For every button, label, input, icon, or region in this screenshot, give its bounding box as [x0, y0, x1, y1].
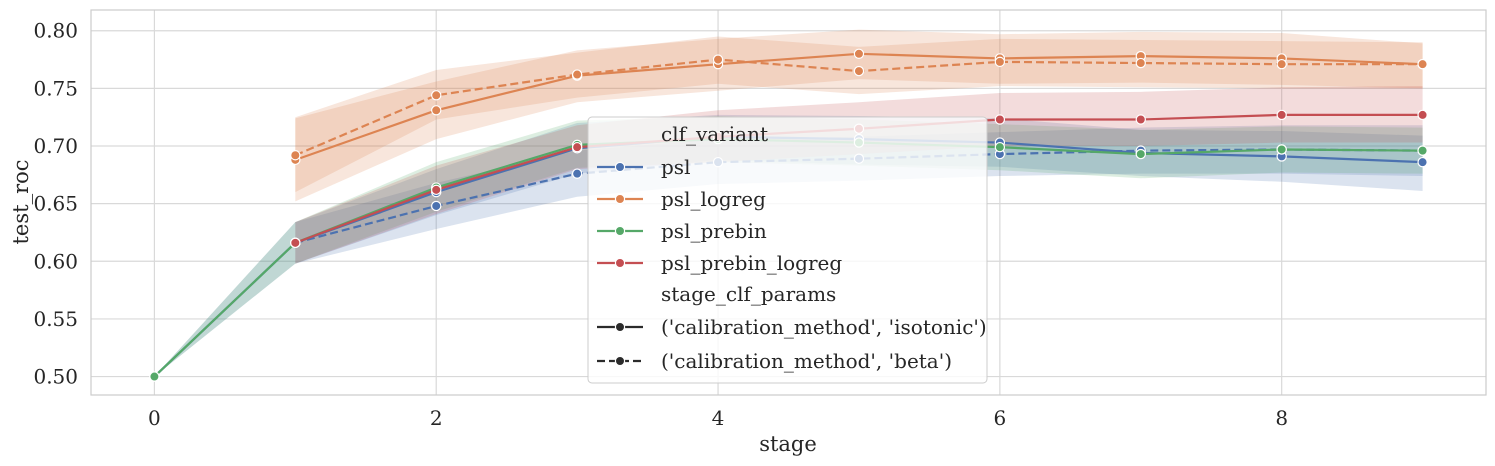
data-point-psl_logreg-beta: [853, 65, 865, 77]
legend-marker-psl_prebin_logreg: [614, 257, 626, 269]
data-point-psl_prebin_logreg-isotonic: [994, 114, 1006, 125]
data-point-psl_prebin_logreg-isotonic: [571, 141, 583, 153]
data-point-psl_prebin_logreg-isotonic: [1276, 109, 1287, 121]
data-point-psl_logreg-isotonic: [853, 48, 865, 60]
confidence-band-psl-beta: [295, 125, 1423, 264]
y-tick-label: 0.75: [33, 76, 78, 100]
data-point-psl_logreg-beta: [712, 54, 724, 65]
legend-style-title: stage_clf_params: [661, 282, 836, 306]
data-point-psl_prebin_logreg-isotonic: [431, 184, 442, 196]
data-point-psl_logreg-beta: [1276, 58, 1287, 70]
data-point-psl_logreg-beta: [1135, 57, 1146, 69]
legend-marker-psl_logreg: [614, 193, 626, 205]
legend-box: [587, 116, 988, 384]
y-tick-label: 0.65: [33, 192, 78, 216]
legend-style-items: ('calibration_method', 'isotonic') ('cali…: [597, 315, 987, 373]
data-point-psl_prebin_logreg-isotonic: [290, 237, 301, 249]
legend-label-psl: psl: [661, 155, 690, 179]
x-tick-label: 6: [993, 406, 1006, 430]
y-tick-label: 0.80: [33, 19, 78, 43]
tick-labels: 0 2 4 6 8 0.50 0.55 0.60 0.65 0.70 0.75 0.80: [33, 19, 1288, 430]
data-point-psl_logreg-beta: [1417, 58, 1428, 70]
data-point-psl_prebin-isotonic: [149, 371, 160, 382]
x-tick-label: 0: [148, 406, 161, 430]
data-point-psl_logreg-beta: [431, 90, 442, 101]
legend-style-marker-0: [614, 321, 626, 333]
data-point-psl-isotonic: [1417, 156, 1428, 168]
x-tick-label: 8: [1275, 406, 1288, 430]
legend-marker-psl: [614, 161, 626, 173]
data-point-psl_prebin-isotonic: [1276, 144, 1287, 155]
data-point-psl_prebin_logreg-isotonic: [1417, 109, 1428, 121]
y-tick-label: 0.70: [33, 134, 78, 158]
x-tick-label: 2: [430, 406, 443, 430]
legend-hue-title: clf_variant: [661, 122, 768, 146]
legend-label-psl_prebin: psl_prebin: [661, 219, 767, 243]
legend-style-marker-1: [614, 355, 626, 367]
data-point-psl_prebin_logreg-isotonic: [1135, 114, 1146, 125]
legend-style-label-1: ('calibration_method', 'beta'): [661, 349, 952, 373]
legend-hue-items: psl psl_logreg psl_prebin psl_prebin_logreg: [597, 155, 842, 275]
data-point-psl-beta: [571, 168, 583, 179]
legend-label-psl_prebin_logreg: psl_prebin_logreg: [661, 251, 842, 275]
data-point-psl_logreg-beta: [994, 56, 1006, 68]
series-line-psl-beta: [295, 148, 1423, 244]
data-point-psl_prebin-isotonic: [1417, 145, 1428, 156]
plot-frame: [90, 9, 1487, 396]
data-point-psl_logreg-beta: [290, 150, 301, 161]
data-point-psl_logreg-isotonic: [431, 105, 442, 116]
y-tick-label: 0.50: [33, 365, 78, 389]
confidence-band-psl_prebin_logreg-isotonic: [295, 86, 1423, 264]
data-point-psl_logreg-beta: [571, 69, 583, 80]
legend: clf_variant psl psl_logreg psl_prebin psl_p…: [587, 116, 988, 384]
data-point-psl-beta: [431, 200, 442, 212]
legend-label-psl_logreg: psl_logreg: [661, 187, 766, 211]
x-axis-label: stage: [759, 432, 817, 456]
y-tick-label: 0.60: [33, 249, 78, 273]
y-tick-label: 0.55: [33, 307, 78, 331]
legend-marker-psl_prebin: [614, 225, 626, 237]
legend-style-label-0: ('calibration_method', 'isotonic'): [661, 315, 987, 339]
x-tick-label: 4: [712, 406, 725, 430]
data-point-psl_prebin-isotonic: [994, 141, 1006, 153]
y-axis-label: test_roc: [9, 159, 33, 244]
data-point-psl_prebin-isotonic: [1135, 148, 1146, 160]
